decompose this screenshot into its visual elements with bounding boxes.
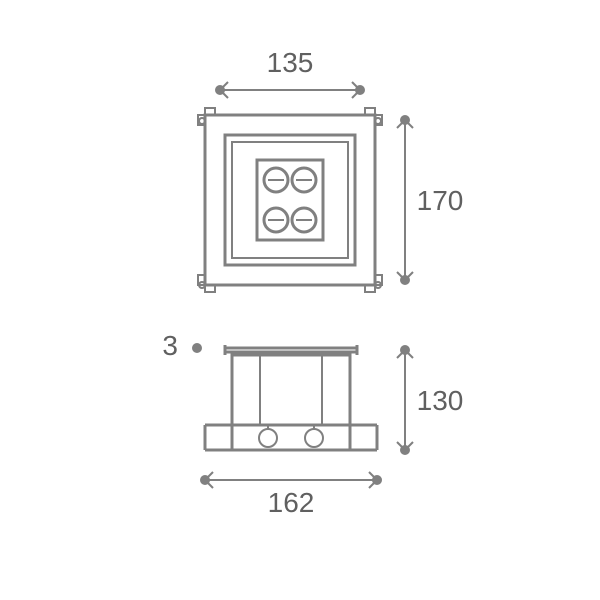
dim-label-side-depth: 3 — [162, 330, 178, 361]
dim-top-width: 135 — [215, 47, 365, 98]
outer-frame — [205, 115, 375, 285]
inner-frame — [225, 135, 355, 265]
dim-label-side-height: 130 — [417, 385, 464, 416]
dim-side-height: 130 — [397, 345, 463, 455]
led-array — [264, 168, 316, 232]
top-view: 135 170 — [198, 47, 463, 292]
side-housing — [205, 345, 377, 450]
technical-drawing: 135 170 — [0, 0, 600, 600]
side-view: 3 130 162 — [162, 330, 463, 518]
dim-label-top-width: 135 — [267, 47, 314, 78]
dim-label-side-width: 162 — [268, 487, 315, 518]
dim-label-top-height: 170 — [417, 185, 464, 216]
dim-side-depth: 3 — [162, 330, 202, 361]
dim-top-height: 170 — [397, 115, 463, 285]
dim-side-width: 162 — [200, 472, 382, 518]
